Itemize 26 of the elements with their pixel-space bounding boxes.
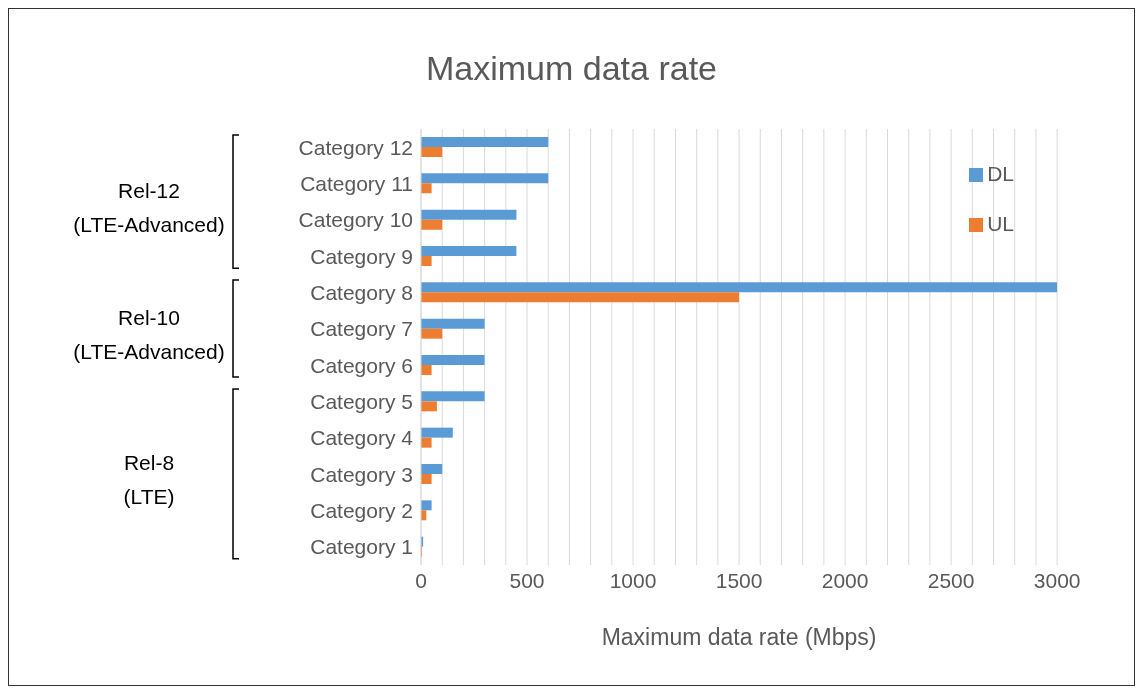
y-tick-label: Category 1 xyxy=(310,535,413,559)
y-tick-label: Category 3 xyxy=(310,462,413,486)
x-tick-label: 1500 xyxy=(715,568,763,592)
y-tick-label: Category 12 xyxy=(298,135,413,159)
y-tick-label: Category 11 xyxy=(300,171,413,195)
y-tick-label: Category 2 xyxy=(310,498,413,522)
y-tick-label: Category 4 xyxy=(310,426,414,450)
text: Rel-8 (LTE) xyxy=(122,450,176,511)
x-tick-label: 3000 xyxy=(1033,568,1081,592)
x-tick-label: 2000 xyxy=(821,568,869,592)
x-tick-label: 0 xyxy=(415,568,427,592)
y-tick-label: Category 6 xyxy=(310,353,413,377)
x-tick-label: 500 xyxy=(509,568,545,592)
text: Rel-10 (LTE-Advanced) xyxy=(72,304,226,365)
x-axis-title: Maximum data rate (Mbps) xyxy=(601,624,877,650)
y-tick-label: Category 10 xyxy=(298,208,413,232)
x-tick-label: 1000 xyxy=(609,568,657,592)
y-tick-label: Category 5 xyxy=(310,389,413,413)
y-tick-label: Category 7 xyxy=(310,317,413,341)
y-tick-label: Category 8 xyxy=(310,280,413,304)
y-tick-label: Category 9 xyxy=(310,244,413,268)
chart-title: Maximum data rate xyxy=(425,49,718,88)
legend-label: UL xyxy=(987,212,1014,235)
text: Rel-12 (LTE-Advanced) xyxy=(72,177,226,238)
x-tick-label: 2500 xyxy=(927,568,975,592)
legend-label: DL xyxy=(987,162,1014,185)
